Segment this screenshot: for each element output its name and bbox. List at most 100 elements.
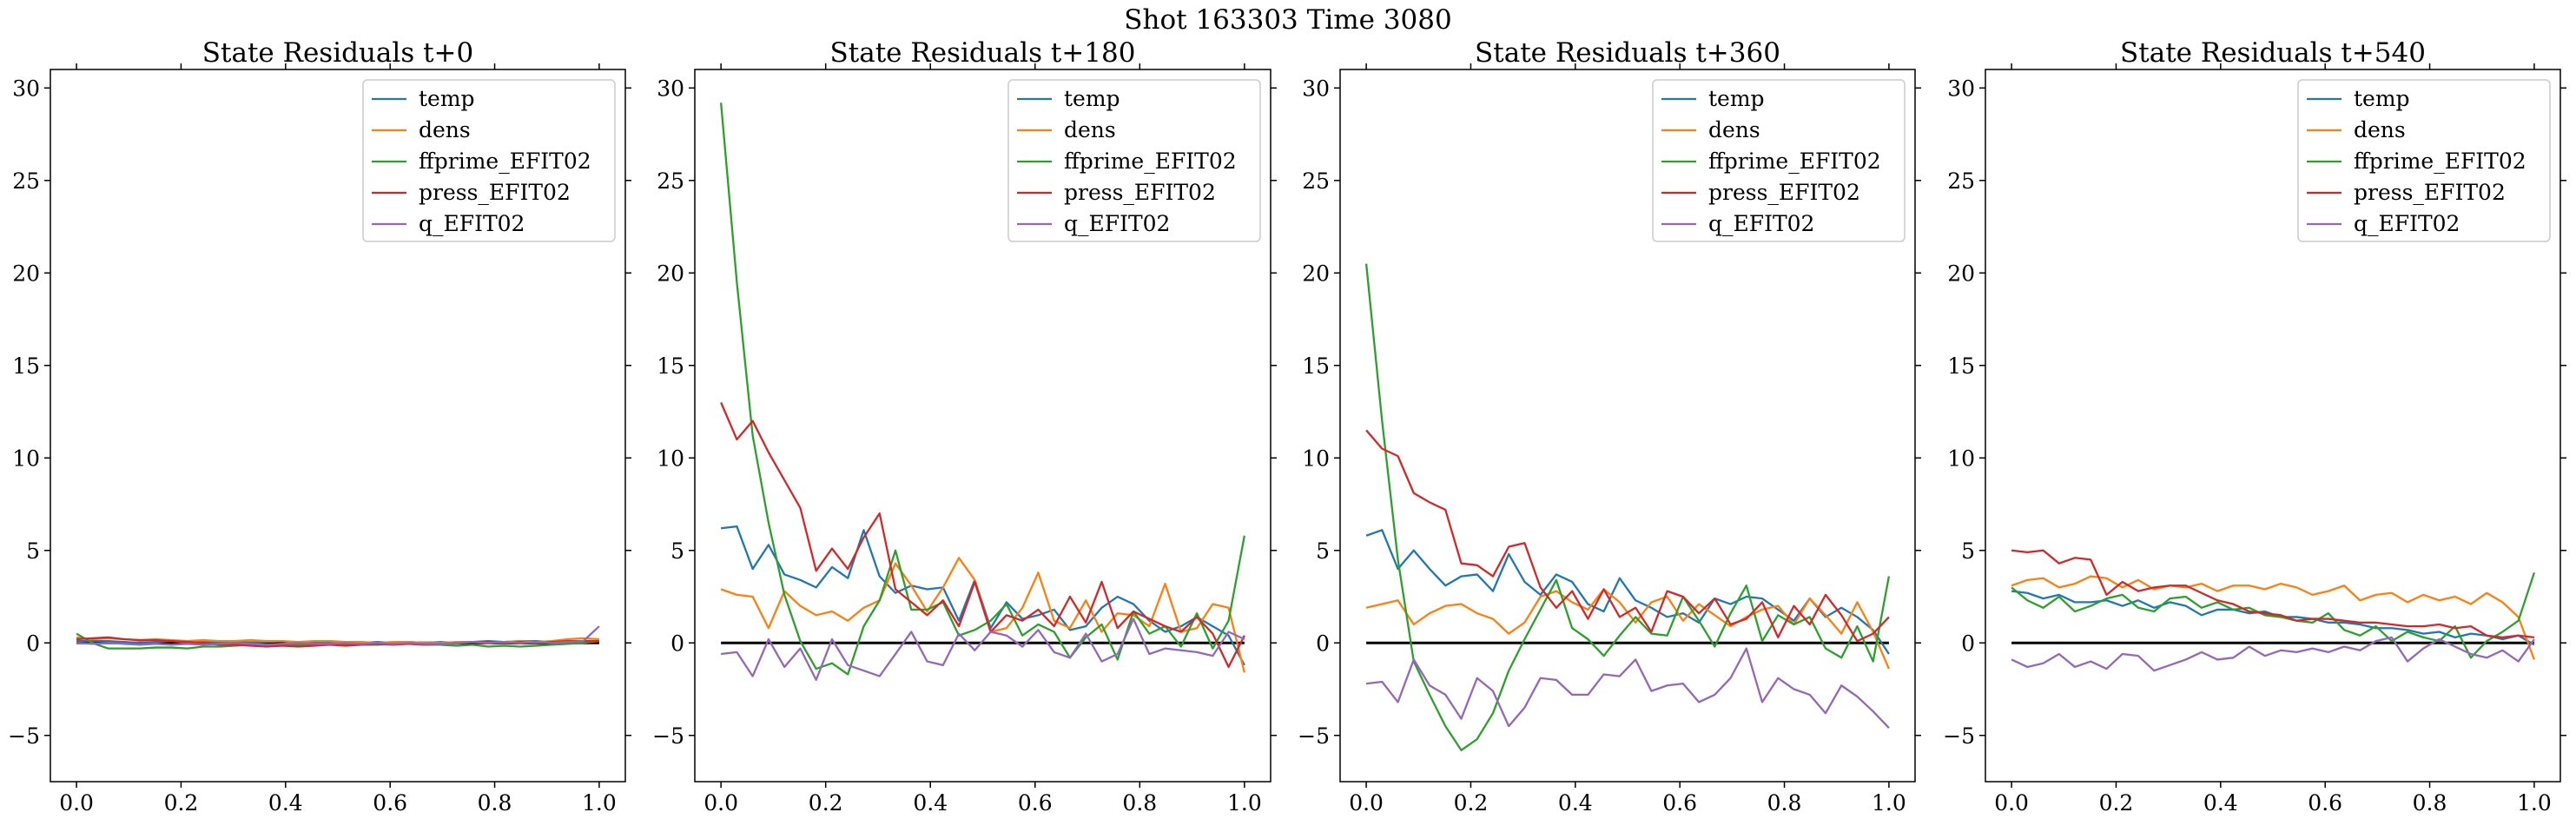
- panel-title: State Residuals t+540: [2120, 37, 2426, 69]
- series-line-q_EFIT02: [1365, 647, 1890, 730]
- x-tick-label: 0.0: [59, 790, 94, 816]
- legend-label-dens: dens: [1064, 117, 1116, 142]
- chart-panel-2: State Residuals t+180 0.0 0.2 0.4 0.6 0.8 1.0 −…: [652, 37, 1277, 816]
- x-tick-label: 0.2: [2099, 790, 2134, 816]
- x-tick-label: 0.2: [1454, 790, 1489, 816]
- y-tick-label: 10: [12, 446, 40, 471]
- x-tick-label: 0.2: [164, 790, 199, 816]
- legend-box: [362, 79, 616, 242]
- axes-frame: [694, 69, 1271, 783]
- y-tick-label: 25: [1947, 168, 1975, 194]
- x-tick-label: 1.0: [1872, 790, 1906, 816]
- y-tick-label: 25: [1302, 168, 1330, 194]
- y-tick-label: 15: [1947, 353, 1975, 379]
- legend-label-press_EFIT02: press_EFIT02: [1708, 180, 1860, 205]
- legend-label-q_EFIT02: q_EFIT02: [419, 211, 525, 236]
- legend-label-ffprime_EFIT02: ffprime_EFIT02: [1708, 149, 1881, 174]
- series-line-dens: [1365, 588, 1890, 670]
- legend-label-press_EFIT02: press_EFIT02: [1064, 180, 1216, 205]
- x-tick-label: 0.0: [1994, 790, 2029, 816]
- series-line-q_EFIT02: [2011, 636, 2535, 672]
- y-tick-label: −5: [652, 723, 684, 749]
- legend-box: [2297, 79, 2551, 242]
- x-tick-label: 1.0: [1227, 790, 1262, 816]
- y-tick-label: −5: [8, 723, 40, 749]
- series-lines: [76, 625, 600, 650]
- series-line-press_EFIT02: [1365, 429, 1890, 643]
- x-tick-label: 0.2: [809, 790, 843, 816]
- series-line-temp: [2011, 590, 2535, 646]
- x-tick-label: 0.8: [1767, 790, 1802, 816]
- legend: temp dens ffprime_EFIT02 press_EFIT02 q_EFIT…: [1007, 79, 1261, 242]
- series-line-q_EFIT02: [76, 625, 600, 646]
- legend-label-ffprime_EFIT02: ffprime_EFIT02: [2354, 149, 2526, 174]
- y-tick-label: −5: [1298, 723, 1330, 749]
- y-tick-label: 5: [1961, 538, 1975, 564]
- series-line-ffprime_EFIT02: [2011, 571, 2536, 659]
- y-tick-label: 0: [670, 631, 684, 656]
- y-tick-label: 10: [1947, 446, 1975, 471]
- y-tick-label: 20: [1302, 261, 1330, 286]
- chart-panel-1: State Residuals t+0 0.0 0.2 0.4 0.6 0.8 1.0 −5 0…: [8, 37, 631, 816]
- x-tick-label: 0.0: [1349, 790, 1384, 816]
- panel-title: State Residuals t+360: [1475, 37, 1780, 69]
- series-line-ffprime_EFIT02: [1364, 263, 1891, 751]
- x-tick-label: 1.0: [582, 790, 617, 816]
- y-tick-label: 0: [26, 631, 40, 656]
- y-tick-label: 30: [12, 76, 40, 101]
- legend-label-dens: dens: [419, 117, 471, 142]
- y-tick-label: 15: [1302, 353, 1330, 379]
- chart-panel-4: State Residuals t+540 0.0 0.2 0.4 0.6 0.8 1.0 −…: [1943, 37, 2566, 816]
- y-tick-label: 10: [1302, 446, 1330, 471]
- x-tick-label: 0.0: [703, 790, 738, 816]
- y-tick-label: 20: [657, 261, 684, 286]
- legend-label-press_EFIT02: press_EFIT02: [2354, 180, 2506, 205]
- y-tick-label: 10: [657, 446, 684, 471]
- y-tick-label: 5: [26, 538, 40, 564]
- series-line-dens: [720, 557, 1245, 673]
- x-tick-label: 0.4: [268, 790, 303, 816]
- legend-label-dens: dens: [1708, 117, 1760, 142]
- y-tick-label: 5: [1316, 538, 1330, 564]
- y-tick-label: 30: [657, 76, 684, 101]
- series-line-q_EFIT02: [721, 618, 1245, 682]
- y-tick-label: 25: [12, 168, 40, 194]
- legend-box: [1652, 79, 1906, 242]
- y-tick-label: 20: [12, 261, 40, 286]
- series-line-temp: [1365, 529, 1890, 655]
- legend-box: [1007, 79, 1261, 242]
- x-tick-label: 0.4: [1558, 790, 1593, 816]
- y-tick-label: 0: [1316, 631, 1330, 656]
- x-tick-label: 0.4: [2203, 790, 2238, 816]
- series-line-press_EFIT02: [720, 401, 1245, 669]
- axes-frame: [1339, 69, 1916, 783]
- legend-label-ffprime_EFIT02: ffprime_EFIT02: [419, 149, 591, 174]
- legend-label-ffprime_EFIT02: ffprime_EFIT02: [1064, 149, 1237, 174]
- legend-label-temp: temp: [2354, 86, 2410, 111]
- series-line-temp: [721, 525, 1245, 666]
- axes-frame: [1985, 69, 2561, 783]
- legend-label-temp: temp: [1064, 86, 1120, 111]
- legend-label-temp: temp: [1708, 86, 1765, 111]
- figure-suptitle: Shot 163303 Time 3080: [1124, 4, 1451, 36]
- y-tick-label: 30: [1947, 76, 1975, 101]
- y-tick-label: 5: [670, 538, 684, 564]
- x-tick-label: 0.6: [1018, 790, 1053, 816]
- y-tick-label: 25: [657, 168, 684, 194]
- series-lines: [2011, 549, 2536, 672]
- x-tick-label: 0.6: [1662, 790, 1697, 816]
- x-tick-label: 0.6: [373, 790, 407, 816]
- y-tick-label: 15: [12, 353, 40, 379]
- panel-title: State Residuals t+180: [830, 37, 1136, 69]
- x-tick-label: 0.8: [2413, 790, 2447, 816]
- y-tick-label: 15: [657, 353, 684, 379]
- series-line-ffprime_EFIT02: [719, 102, 1245, 676]
- legend-label-q_EFIT02: q_EFIT02: [1064, 211, 1170, 236]
- legend-label-press_EFIT02: press_EFIT02: [419, 180, 571, 205]
- y-tick-label: 0: [1961, 631, 1975, 656]
- x-tick-label: 0.4: [913, 790, 948, 816]
- series-line-press_EFIT02: [2011, 549, 2535, 639]
- x-tick-label: 0.6: [2308, 790, 2342, 816]
- x-tick-label: 0.8: [1122, 790, 1157, 816]
